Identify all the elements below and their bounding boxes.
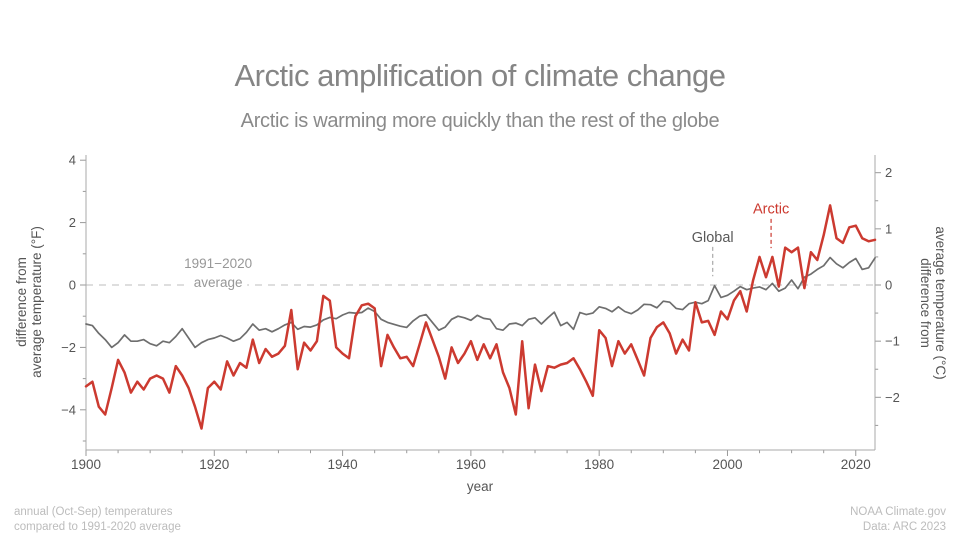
x-tick-label: 1900	[71, 457, 101, 472]
y-left-axis-title-line: difference from	[14, 257, 29, 347]
y-left-tick-label: −2	[61, 340, 76, 355]
y-left-tick-label: 2	[69, 215, 76, 230]
y-right-tick-label: −2	[885, 390, 900, 405]
y-left-tick-label: −4	[61, 402, 76, 417]
y-right-tick-label: 0	[885, 278, 892, 293]
x-tick-label: 2020	[841, 457, 871, 472]
baseline-label-line1: 1991−2020	[184, 256, 252, 271]
y-left-axis-title: difference from average temperature (°F)	[14, 226, 44, 378]
y-right-tick-label: 1	[885, 221, 892, 236]
x-axis-title: year	[467, 479, 494, 494]
page-title: Arctic amplification of climate change	[234, 58, 726, 93]
y-right-tick-label: 2	[885, 165, 892, 180]
y-left-tick-label: 0	[69, 278, 76, 293]
y-right-tick-label: −1	[885, 334, 900, 349]
y-right-axis-title-line: average temperature (°C)	[933, 226, 948, 379]
global-series-label: Global	[692, 230, 734, 246]
credit-data: Data: ARC 2023	[862, 521, 946, 533]
x-tick-label: 1920	[199, 457, 229, 472]
x-tick-label: 1960	[456, 457, 486, 472]
footnote-line2: compared to 1991-2020 average	[14, 521, 181, 533]
footnote: annual (Oct-Sep) temperatures compared t…	[14, 505, 181, 535]
baseline-label-mask	[189, 275, 248, 289]
y-right-axis-title: difference from average temperature (°C)	[918, 226, 948, 379]
x-tick-label: 2000	[712, 457, 742, 472]
y-left-axis-title-line: average temperature (°F)	[29, 226, 44, 378]
footnote-line1: annual (Oct-Sep) temperatures	[14, 506, 173, 518]
y-right-axis-title-line: difference from	[918, 258, 933, 348]
credit: NOAA Climate.gov Data: ARC 2023	[850, 505, 946, 535]
page-subtitle: Arctic is warming more quickly than the …	[240, 110, 720, 132]
global-line	[85, 256, 876, 349]
arctic-series-label: Arctic	[753, 201, 789, 217]
x-tick-label: 1980	[584, 457, 614, 472]
x-tick-label: 1940	[328, 457, 358, 472]
y-left-tick-label: 4	[69, 153, 76, 168]
arctic-line	[84, 204, 877, 430]
credit-source: NOAA Climate.gov	[850, 506, 946, 518]
baseline-label-line2: average	[194, 275, 243, 290]
